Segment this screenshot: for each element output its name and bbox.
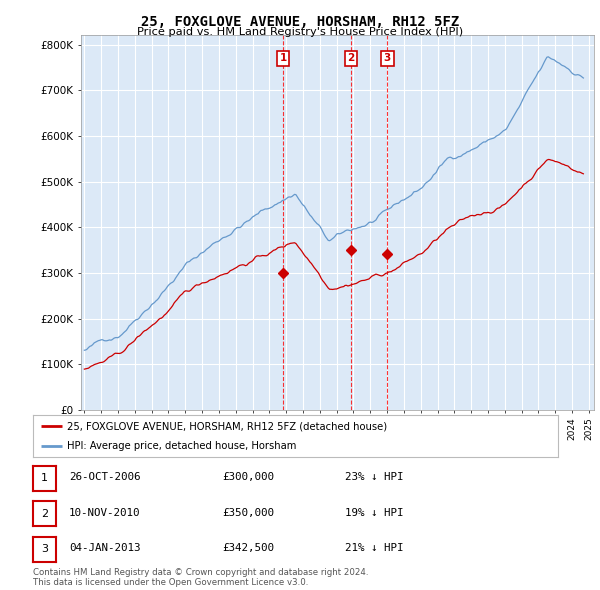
- Text: 26-OCT-2006: 26-OCT-2006: [69, 473, 140, 482]
- Text: Contains HM Land Registry data © Crown copyright and database right 2024.
This d: Contains HM Land Registry data © Crown c…: [33, 568, 368, 587]
- Text: 25, FOXGLOVE AVENUE, HORSHAM, RH12 5FZ (detached house): 25, FOXGLOVE AVENUE, HORSHAM, RH12 5FZ (…: [67, 421, 387, 431]
- Text: £350,000: £350,000: [222, 508, 274, 517]
- Text: £342,500: £342,500: [222, 543, 274, 553]
- Text: 19% ↓ HPI: 19% ↓ HPI: [345, 508, 404, 517]
- Text: 25, FOXGLOVE AVENUE, HORSHAM, RH12 5FZ: 25, FOXGLOVE AVENUE, HORSHAM, RH12 5FZ: [141, 15, 459, 29]
- Text: 21% ↓ HPI: 21% ↓ HPI: [345, 543, 404, 553]
- Text: 3: 3: [41, 545, 48, 554]
- Text: £300,000: £300,000: [222, 473, 274, 482]
- Text: 10-NOV-2010: 10-NOV-2010: [69, 508, 140, 517]
- Text: 3: 3: [383, 53, 391, 63]
- Text: 1: 1: [280, 53, 287, 63]
- Text: 2: 2: [41, 509, 48, 519]
- Text: HPI: Average price, detached house, Horsham: HPI: Average price, detached house, Hors…: [67, 441, 296, 451]
- Text: 04-JAN-2013: 04-JAN-2013: [69, 543, 140, 553]
- Text: Price paid vs. HM Land Registry's House Price Index (HPI): Price paid vs. HM Land Registry's House …: [137, 27, 463, 37]
- Text: 2: 2: [347, 53, 355, 63]
- Text: 1: 1: [41, 474, 48, 483]
- Text: 23% ↓ HPI: 23% ↓ HPI: [345, 473, 404, 482]
